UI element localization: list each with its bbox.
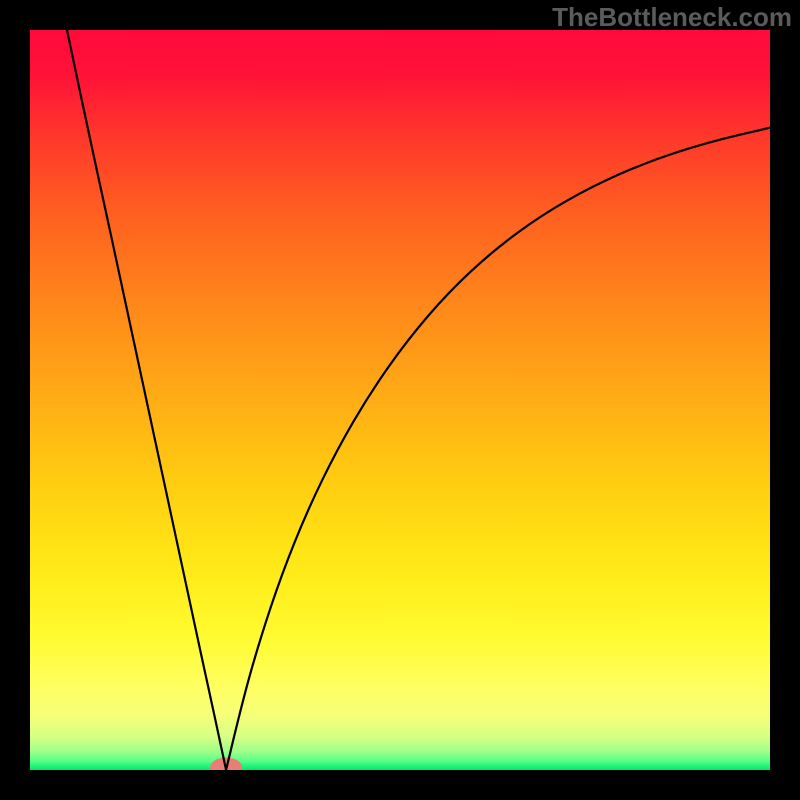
plot-area <box>30 30 770 770</box>
curve-right-branch <box>226 128 770 770</box>
curve-overlay <box>30 30 770 770</box>
curve-left-branch <box>67 30 226 770</box>
watermark-text: TheBottleneck.com <box>552 2 792 33</box>
chart-frame: TheBottleneck.com <box>0 0 800 800</box>
